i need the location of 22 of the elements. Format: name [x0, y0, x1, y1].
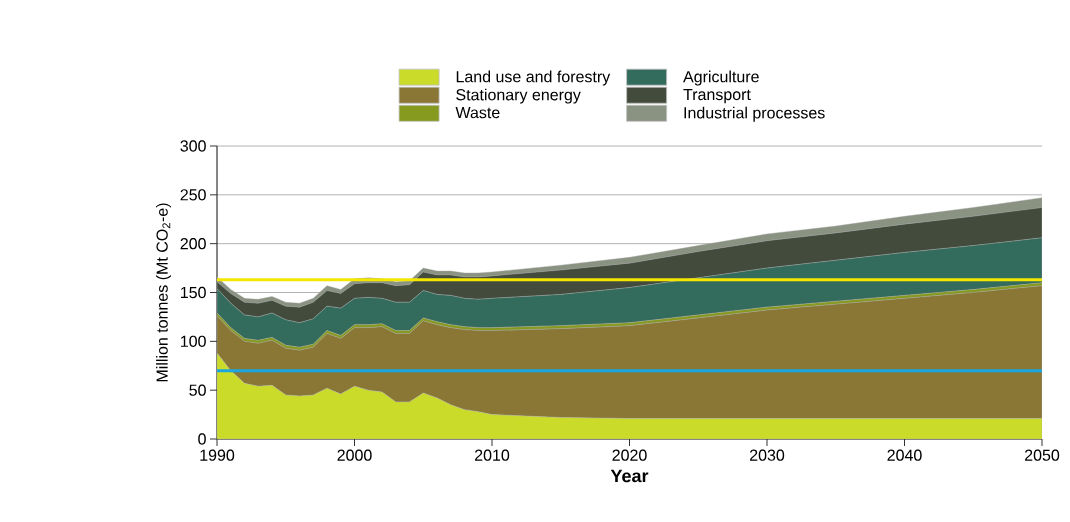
y-tick-label: 150	[181, 286, 206, 299]
legend-label: Transport	[683, 88, 751, 104]
y-tick-label: 0	[198, 433, 206, 445]
legend-label: Industrial processes	[684, 106, 825, 122]
legend-label: Agriculture	[683, 70, 759, 86]
y-tick-label: 100	[181, 335, 206, 347]
legend-label: Stationary energy	[456, 88, 581, 104]
x-tick-label: 2030	[750, 449, 785, 461]
y-tick-label: 250	[180, 189, 206, 201]
x-axis-title: Year	[610, 469, 649, 483]
x-tick-label: 2010	[475, 449, 510, 461]
x-tick-label: 2000	[337, 449, 372, 461]
y-tick-label: 200	[180, 238, 206, 250]
y-tick-label: 300	[180, 140, 206, 152]
y-tick-label: 50	[189, 384, 206, 396]
y-axis-title: Million tonnes (Mt CO$_{2}$-e)	[156, 203, 171, 382]
x-tick-label: 2040	[887, 449, 922, 461]
legend-label: Land use and forestry	[456, 70, 611, 86]
legend-label: Waste	[455, 107, 500, 119]
x-tick-label: 2050	[1025, 449, 1060, 461]
x-tick-label: 1990	[200, 449, 235, 461]
x-tick-label: 2020	[612, 449, 647, 461]
